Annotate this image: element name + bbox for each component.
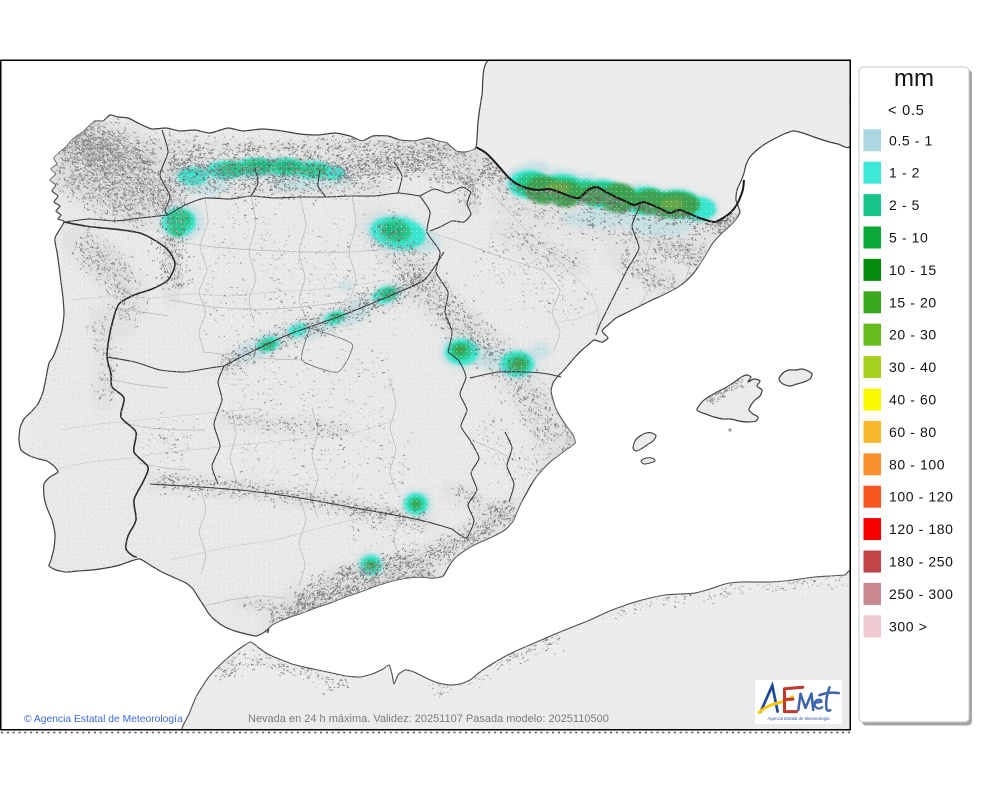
svg-text:Agencia Estatal de Meteorologí: Agencia Estatal de Meteorología: [767, 716, 830, 721]
svg-text:Nevada en 24 h máxima. Validez: Nevada en 24 h máxima. Validez: 20251107…: [248, 713, 609, 725]
svg-text:40 - 60: 40 - 60: [889, 392, 937, 408]
svg-text:100 - 120: 100 - 120: [889, 489, 954, 505]
svg-text:2 - 5: 2 - 5: [889, 197, 920, 213]
svg-text:0.5 - 1: 0.5 - 1: [889, 132, 933, 148]
svg-text:300 >: 300 >: [889, 618, 927, 634]
svg-text:mm: mm: [894, 65, 934, 92]
svg-text:© Agencia Estatal de Meteorolo: © Agencia Estatal de Meteorología: [24, 714, 183, 725]
svg-text:60 - 80: 60 - 80: [889, 424, 937, 440]
svg-text:1 - 2: 1 - 2: [889, 165, 920, 181]
svg-text:20 - 30: 20 - 30: [889, 327, 937, 343]
svg-text:80 - 100: 80 - 100: [889, 456, 945, 472]
svg-text:10 - 15: 10 - 15: [889, 262, 937, 278]
svg-text:30 - 40: 30 - 40: [889, 359, 937, 375]
svg-text:5 - 10: 5 - 10: [889, 230, 928, 246]
svg-text:15 - 20: 15 - 20: [889, 294, 937, 310]
svg-text:120 - 180: 120 - 180: [889, 521, 954, 537]
svg-text:250 - 300: 250 - 300: [889, 586, 954, 602]
svg-text:180 - 250: 180 - 250: [889, 554, 954, 570]
svg-text:< 0.5: < 0.5: [888, 103, 925, 119]
